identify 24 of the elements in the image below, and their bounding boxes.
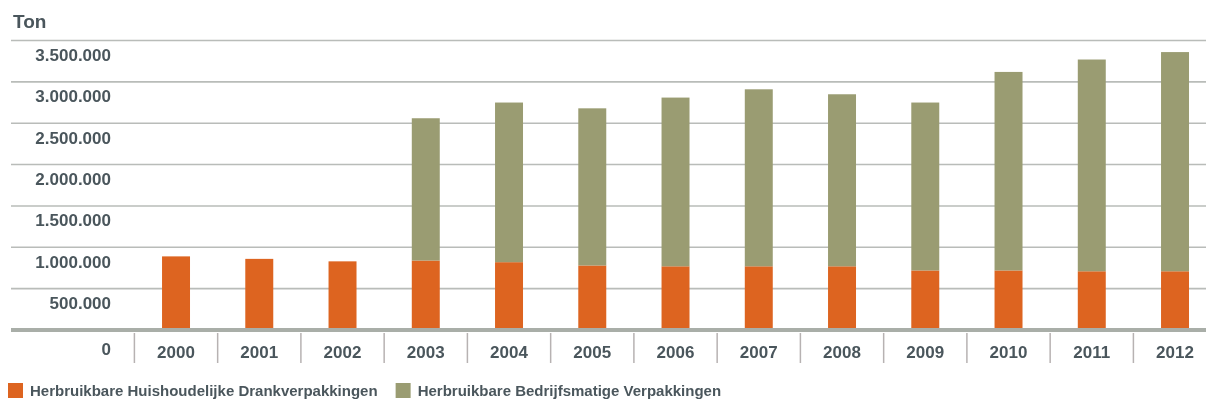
- y-tick-label: 1.500.000: [35, 211, 111, 231]
- y-tick-label: 1.000.000: [35, 252, 111, 272]
- x-tick-label: 2010: [989, 342, 1028, 362]
- legend-label: Herbruikbare Bedrijfsmatige Verpakkingen: [417, 381, 722, 399]
- y-tick-label: 2.000.000: [35, 170, 111, 190]
- x-tick-label: 2004: [490, 342, 529, 362]
- x-tick-label: 2008: [823, 342, 861, 362]
- y-tick-label: 500.000: [49, 294, 111, 314]
- x-tick-label: 2003: [406, 342, 445, 362]
- x-tick-label: 2002: [323, 342, 362, 362]
- x-tick-label: 2005: [573, 342, 612, 362]
- x-tick-label: 2006: [656, 342, 695, 362]
- x-tick-label: 2000: [157, 342, 195, 362]
- legend-label: Herbruikbare Huishoudelijke Drankverpakkingen: [30, 381, 378, 399]
- y-tick-label: 3.000.000: [35, 87, 111, 107]
- y-tick-label: 3.500.000: [35, 46, 111, 65]
- x-tick-label: 2011: [1073, 342, 1111, 362]
- x-tick-label: 2012: [1156, 342, 1194, 362]
- x-tick-label: 2001: [240, 342, 279, 362]
- x-tick-label: 2007: [739, 342, 778, 362]
- x-tick-label: 2009: [906, 342, 945, 362]
- y-tick-label: 0: [101, 339, 111, 359]
- y-tick-label: 2.500.000: [35, 128, 111, 148]
- y-axis-title: Ton: [13, 11, 47, 32]
